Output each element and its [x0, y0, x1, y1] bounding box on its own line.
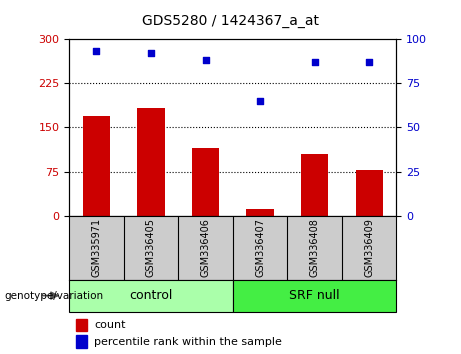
- Point: [202, 57, 209, 63]
- Point: [311, 59, 318, 65]
- Text: GSM336408: GSM336408: [310, 218, 319, 277]
- Text: GSM336409: GSM336409: [364, 218, 374, 277]
- Text: SRF null: SRF null: [290, 289, 340, 302]
- Text: GSM335971: GSM335971: [91, 218, 101, 278]
- Text: genotype/variation: genotype/variation: [5, 291, 104, 301]
- Point: [93, 48, 100, 54]
- Text: count: count: [94, 320, 125, 330]
- Bar: [137, 108, 165, 216]
- Point: [148, 50, 155, 56]
- Bar: [355, 170, 383, 216]
- Text: GSM336407: GSM336407: [255, 218, 265, 277]
- Bar: [247, 209, 274, 216]
- Bar: [76, 335, 88, 348]
- Text: GDS5280 / 1424367_a_at: GDS5280 / 1424367_a_at: [142, 14, 319, 28]
- Bar: [76, 319, 88, 331]
- Bar: [192, 148, 219, 216]
- Text: percentile rank within the sample: percentile rank within the sample: [94, 337, 282, 347]
- Bar: [83, 116, 110, 216]
- Point: [366, 59, 373, 65]
- Text: GSM336406: GSM336406: [201, 218, 211, 277]
- Bar: [233, 280, 396, 312]
- Bar: [301, 154, 328, 216]
- Text: control: control: [129, 289, 173, 302]
- Point: [256, 98, 264, 104]
- Text: GSM336405: GSM336405: [146, 218, 156, 277]
- Bar: [69, 280, 233, 312]
